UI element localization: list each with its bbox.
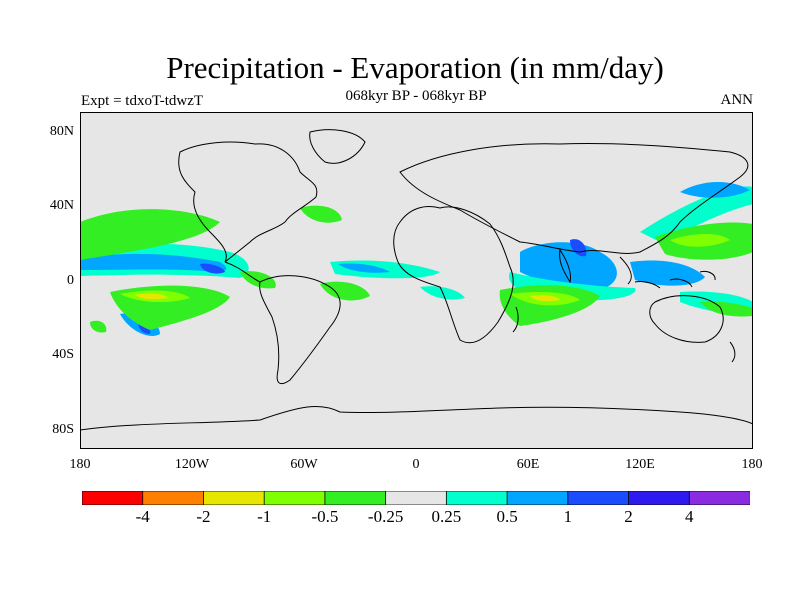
map-border [80, 112, 753, 449]
negative-anomaly-regions [80, 205, 753, 333]
colorbar-label: 2 [624, 507, 633, 526]
season-label: ANN [720, 92, 754, 108]
colorbar-label: -2 [196, 507, 211, 526]
pacific-itcz-blue [80, 253, 227, 272]
north-pacific-green [80, 209, 220, 260]
colorbar-label: 1 [563, 507, 573, 526]
india-coast [559, 248, 571, 284]
colorbar-label: -0.5 [311, 507, 339, 526]
colorbar-swatch [82, 491, 144, 505]
new-zealand-coast [729, 341, 736, 363]
pacific-itcz-darkblue [200, 263, 225, 274]
maritime-islands [634, 271, 716, 289]
lon-label-120e: 120E [625, 457, 655, 472]
north-america-coast [178, 141, 318, 263]
lon-label-120w: 120W [174, 457, 210, 472]
eurasia-coast [399, 143, 749, 254]
colorbar-label: -1 [257, 507, 272, 526]
map-subtitle: 068kyr BP - 068kyr BP [345, 88, 487, 104]
colorbar-swatch [567, 491, 630, 505]
north-pacific-cyan [680, 181, 750, 198]
experiment-label: Expt = tdxoT-tdwzT [81, 93, 204, 109]
colorbar-swatch [203, 491, 265, 505]
lat-label-0: 0 [67, 273, 74, 288]
west-pacific-lightgreen [670, 234, 730, 247]
lon-label-60e: 60E [516, 457, 540, 472]
colorbar [82, 491, 750, 505]
colorbar-label: 0.25 [431, 507, 462, 526]
australia-coast [649, 295, 724, 343]
lat-label-40s: 40S [52, 347, 74, 362]
colorbar-swatch [142, 491, 205, 505]
lat-label-80n: 80N [49, 124, 74, 139]
lon-label-180e: 180 [741, 457, 763, 472]
madagascar-coast [512, 306, 519, 333]
colorbar-swatch [445, 491, 508, 505]
colorbar-label: 0.5 [496, 507, 518, 526]
maritime-continent-blue [630, 260, 705, 286]
amazon-green [320, 281, 370, 301]
map-panel [80, 112, 753, 449]
colorbar-swatch [506, 491, 569, 505]
atlantic-itcz-blue [338, 263, 390, 273]
colorbar-label: 4 [685, 507, 694, 526]
north-atlantic-green [300, 205, 342, 223]
central-america-coast [224, 261, 261, 283]
lon-label-60w: 60W [290, 457, 318, 472]
lon-label-180w: 180 [69, 457, 91, 472]
lat-label-40n: 40N [49, 198, 74, 213]
australia-south-green [700, 301, 753, 317]
lon-label-0: 0 [412, 457, 420, 472]
map-title: Precipitation - Evaporation (in mm/day) [166, 50, 664, 85]
colorbar-swatch [628, 491, 690, 505]
southeast-asia-coast [619, 256, 632, 285]
south-pacific-small-green [90, 320, 107, 333]
colorbar-swatch [385, 491, 448, 505]
colorbar-swatch [688, 491, 750, 505]
greenland-coast [309, 129, 366, 164]
nw-pacific-cyan [640, 186, 753, 242]
colorbar-swatch [324, 491, 387, 505]
colorbar-label: -0.25 [367, 507, 404, 526]
antarctica-coast [80, 405, 753, 431]
lat-label-80s: 80S [52, 422, 74, 437]
coastlines [80, 129, 753, 431]
colorbar-label: -4 [135, 507, 150, 526]
south-indian-yellow [530, 295, 560, 302]
colorbar-swatch [263, 491, 326, 505]
south-america-coast [259, 275, 341, 385]
south-pacific-yellow [135, 293, 168, 300]
